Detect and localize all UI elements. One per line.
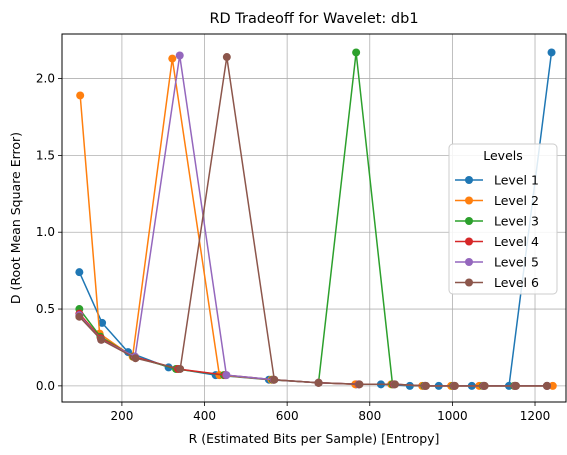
data-point bbox=[547, 48, 556, 57]
data-point bbox=[480, 381, 489, 390]
axis-ticks: 200 400 600 800 1000 1200 0.0 0.5 1.0 1.5 2.0 bbox=[36, 72, 550, 423]
x-tick-label: 800 bbox=[358, 409, 381, 423]
legend-label: Level 5 bbox=[494, 255, 539, 270]
legend-label: Level 6 bbox=[494, 275, 539, 290]
chart-title: RD Tradeoff for Wavelet: db1 bbox=[209, 11, 418, 27]
legend-marker bbox=[465, 278, 473, 287]
x-tick-label: 600 bbox=[276, 409, 299, 423]
data-point bbox=[355, 380, 364, 389]
data-point bbox=[450, 381, 459, 390]
data-point bbox=[542, 381, 551, 390]
legend-item-level-3: Level 3 bbox=[455, 214, 539, 229]
data-point bbox=[270, 375, 279, 384]
legend-item-level-4: Level 4 bbox=[455, 234, 539, 249]
legend-item-level-2: Level 2 bbox=[455, 193, 539, 208]
data-point bbox=[168, 54, 177, 63]
x-tick-label: 1000 bbox=[437, 409, 468, 423]
data-point bbox=[421, 381, 430, 390]
data-point bbox=[222, 53, 231, 62]
legend-label: Level 1 bbox=[494, 173, 539, 188]
plot-frame bbox=[61, 33, 567, 403]
x-tick-label: 200 bbox=[110, 409, 133, 423]
y-tick-label: 2.0 bbox=[36, 72, 55, 86]
data-point bbox=[97, 335, 106, 344]
legend-marker bbox=[465, 217, 473, 225]
data-point bbox=[314, 378, 323, 387]
series-level-6 bbox=[75, 53, 551, 390]
data-point bbox=[75, 312, 84, 321]
data-point bbox=[131, 354, 140, 363]
legend-label: Level 2 bbox=[494, 193, 539, 208]
series-line bbox=[78, 56, 547, 387]
legend-box bbox=[448, 143, 558, 295]
data-point bbox=[222, 371, 231, 380]
data-point bbox=[548, 381, 557, 390]
legend-item-level-5: Level 5 bbox=[455, 255, 539, 270]
legend-label: Level 3 bbox=[494, 214, 539, 229]
x-axis-label: R (Estimated Bits per Sample) [Entropy] bbox=[189, 431, 440, 446]
y-axis-label: D (Root Mean Square Error) bbox=[8, 132, 23, 304]
legend-item-level-6: Level 6 bbox=[455, 275, 539, 290]
legend-marker bbox=[465, 176, 473, 184]
data-point bbox=[390, 380, 399, 389]
data-point bbox=[352, 48, 361, 57]
legend-marker bbox=[465, 196, 473, 205]
legend-label: Level 4 bbox=[494, 234, 539, 249]
plot-series bbox=[75, 48, 557, 390]
x-tick-label: 1200 bbox=[520, 409, 551, 423]
y-tick-label: 0.5 bbox=[36, 302, 55, 316]
y-tick-label: 1.0 bbox=[36, 225, 55, 239]
y-tick-label: 1.5 bbox=[36, 148, 55, 162]
legend-title: Levels bbox=[483, 148, 523, 163]
y-tick-label: 0.0 bbox=[36, 379, 55, 393]
legend-item-level-1: Level 1 bbox=[455, 173, 539, 188]
data-point bbox=[76, 91, 85, 100]
legend-marker bbox=[465, 258, 473, 266]
data-point bbox=[75, 268, 84, 277]
data-point bbox=[176, 364, 185, 373]
x-tick-label: 400 bbox=[193, 409, 216, 423]
data-point bbox=[98, 318, 107, 327]
data-point bbox=[175, 51, 184, 60]
legend-marker bbox=[465, 237, 473, 246]
legend-items: Level 1 Level 2 Level 3 Level 4 Level 5 Level… bbox=[455, 173, 539, 290]
data-point bbox=[512, 381, 521, 390]
